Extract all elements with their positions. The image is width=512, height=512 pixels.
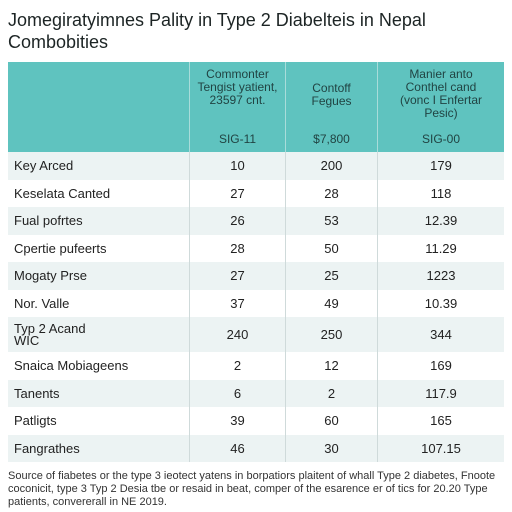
cell-col-2: 49: [285, 289, 377, 317]
header-col-3-line: (vonc I Enfertar: [399, 93, 483, 107]
cell-col-1: 39: [189, 407, 285, 435]
table-row: Key Arced 10 200 179: [8, 152, 504, 180]
cell-col-2: 28: [285, 179, 377, 207]
row-label: Fual pofrtes: [14, 213, 83, 229]
cell-col-3: 107.15: [377, 434, 504, 462]
header-col-2-line: Contoff: [312, 81, 351, 95]
cell-col-3: 10.39: [377, 289, 504, 317]
cell-col-1: 46: [189, 434, 285, 462]
header-col-1-line: Tengist yatient,: [197, 80, 278, 94]
cell-col-3: 118: [377, 179, 504, 207]
header-col-3-line: Pesic): [424, 106, 458, 120]
page-title: Jomegiratyimnes Pality in Type 2 Diabelt…: [8, 9, 504, 53]
cell-col-3: 11.29: [377, 234, 504, 262]
cell-col-2: 250: [285, 317, 377, 352]
cell-col-1: 10: [189, 152, 285, 180]
header-col-1: Commonter Tengist yatient, 23597 cnt. SI…: [189, 62, 285, 152]
table-row: Keselata Canted 27 28 118: [8, 179, 504, 207]
source-note-line: coconicit, type 3 Typ 2 Desia tbe or res…: [8, 483, 488, 495]
cell-col-2: 50: [285, 234, 377, 262]
cell-col-1: 240: [189, 317, 285, 352]
table-row: Snaica Mobiageens 2 12 169: [8, 352, 504, 380]
cell-col-1: 27: [189, 179, 285, 207]
cell-col-3: 169: [377, 352, 504, 380]
cell-col-1: 26: [189, 207, 285, 235]
cell-col-2: 25: [285, 262, 377, 290]
table-row: Nor. Valle 37 49 10.39: [8, 289, 504, 317]
cell-col-2: 53: [285, 207, 377, 235]
row-label: Snaica Mobiageens: [14, 358, 129, 374]
cell-col-3: 179: [377, 152, 504, 180]
header-col-2: Contoff Fegues $7,800: [285, 62, 377, 152]
table-row: Fual pofrtes 26 53 12.39: [8, 207, 504, 235]
source-note: Source of fiabetes or the type 3 ieotect…: [8, 470, 504, 509]
row-label: Typ 2 Acand WIC: [8, 317, 189, 352]
header-col-1-line: 23597 cnt.: [209, 93, 266, 107]
cell-col-1: 27: [189, 262, 285, 290]
table-row: Tanents 6 2 117.9: [8, 379, 504, 407]
title-line-2: Combobities: [8, 32, 109, 52]
table-row: Fangrathes 46 30 107.15: [8, 434, 504, 462]
source-note-line: Source of fiabetes or the type 3 ieotect…: [8, 470, 496, 482]
title-line-1: Jomegiratyimnes Pality in Type 2 Diabelt…: [8, 10, 426, 30]
comorbidity-table: Commonter Tengist yatient, 23597 cnt. SI…: [8, 62, 504, 462]
row-label: Nor. Valle: [14, 295, 70, 311]
header-col-3-line: Manier anto: [409, 67, 473, 81]
header-blank-cell: [8, 62, 189, 152]
row-label: Keselata Canted: [14, 185, 111, 201]
cell-col-3: 117.9: [377, 379, 504, 407]
cell-col-1: 2: [189, 352, 285, 380]
source-note-line: patients, convererall in NE 2019.: [8, 496, 167, 508]
cell-col-2: 30: [285, 434, 377, 462]
cell-col-3: 165: [377, 407, 504, 435]
row-label-line: Typ 2 Acand: [14, 320, 86, 336]
header-col-1-line: Commonter: [206, 67, 269, 81]
cell-col-2: 2: [285, 379, 377, 407]
header-col-1-sub: SIG-11: [218, 132, 257, 146]
header-col-2-line: Fegues: [311, 94, 352, 108]
row-label: Mogaty Prse: [14, 268, 87, 284]
header-col-3-sub: SIG-00: [421, 132, 460, 146]
cell-col-1: 37: [189, 289, 285, 317]
table-row: Mogaty Prse 27 25 1223: [8, 262, 504, 290]
cell-col-3: 12.39: [377, 207, 504, 235]
header-col-3-line: Conthel cand: [405, 80, 477, 94]
cell-col-3: 344: [377, 317, 504, 352]
table-header: Commonter Tengist yatient, 23597 cnt. SI…: [8, 62, 504, 152]
cell-col-1: 6: [189, 379, 285, 407]
header-col-2-sub: $7,800: [313, 132, 350, 146]
cell-col-2: 60: [285, 407, 377, 435]
table-row: Cpertie pufeerts 28 50 11.29: [8, 234, 504, 262]
cell-col-2: 200: [285, 152, 377, 180]
row-label: Patligts: [14, 413, 57, 429]
row-label: Key Arced: [14, 158, 74, 174]
table-row: Patligts 39 60 165: [8, 407, 504, 435]
cell-col-3: 1223: [377, 262, 504, 290]
table-row: Typ 2 Acand WIC 240 250 344: [8, 317, 504, 352]
cell-col-1: 28: [189, 234, 285, 262]
row-label-line: WIC: [14, 332, 40, 348]
row-label: Cpertie pufeerts: [14, 240, 107, 256]
row-label: Tanents: [14, 385, 60, 401]
row-label: Fangrathes: [14, 440, 80, 456]
header-col-3: Manier anto Conthel cand (vonc I Enferta…: [377, 62, 504, 152]
cell-col-2: 12: [285, 352, 377, 380]
